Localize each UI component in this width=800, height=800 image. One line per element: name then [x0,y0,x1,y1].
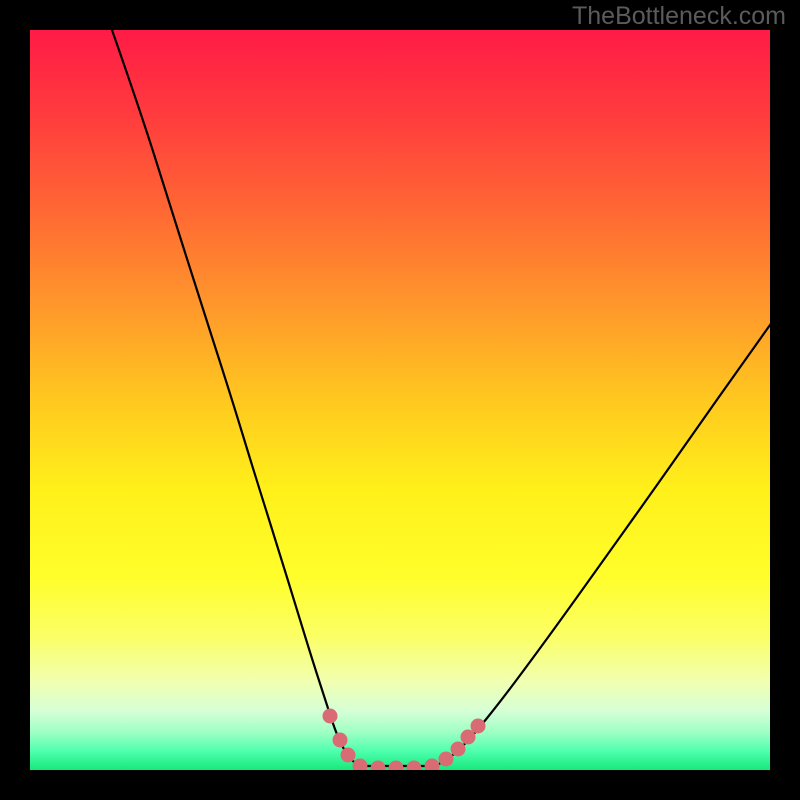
plot-area [30,30,770,770]
watermark-text: TheBottleneck.com [572,2,786,31]
chart-container: TheBottleneck.com [0,0,800,800]
